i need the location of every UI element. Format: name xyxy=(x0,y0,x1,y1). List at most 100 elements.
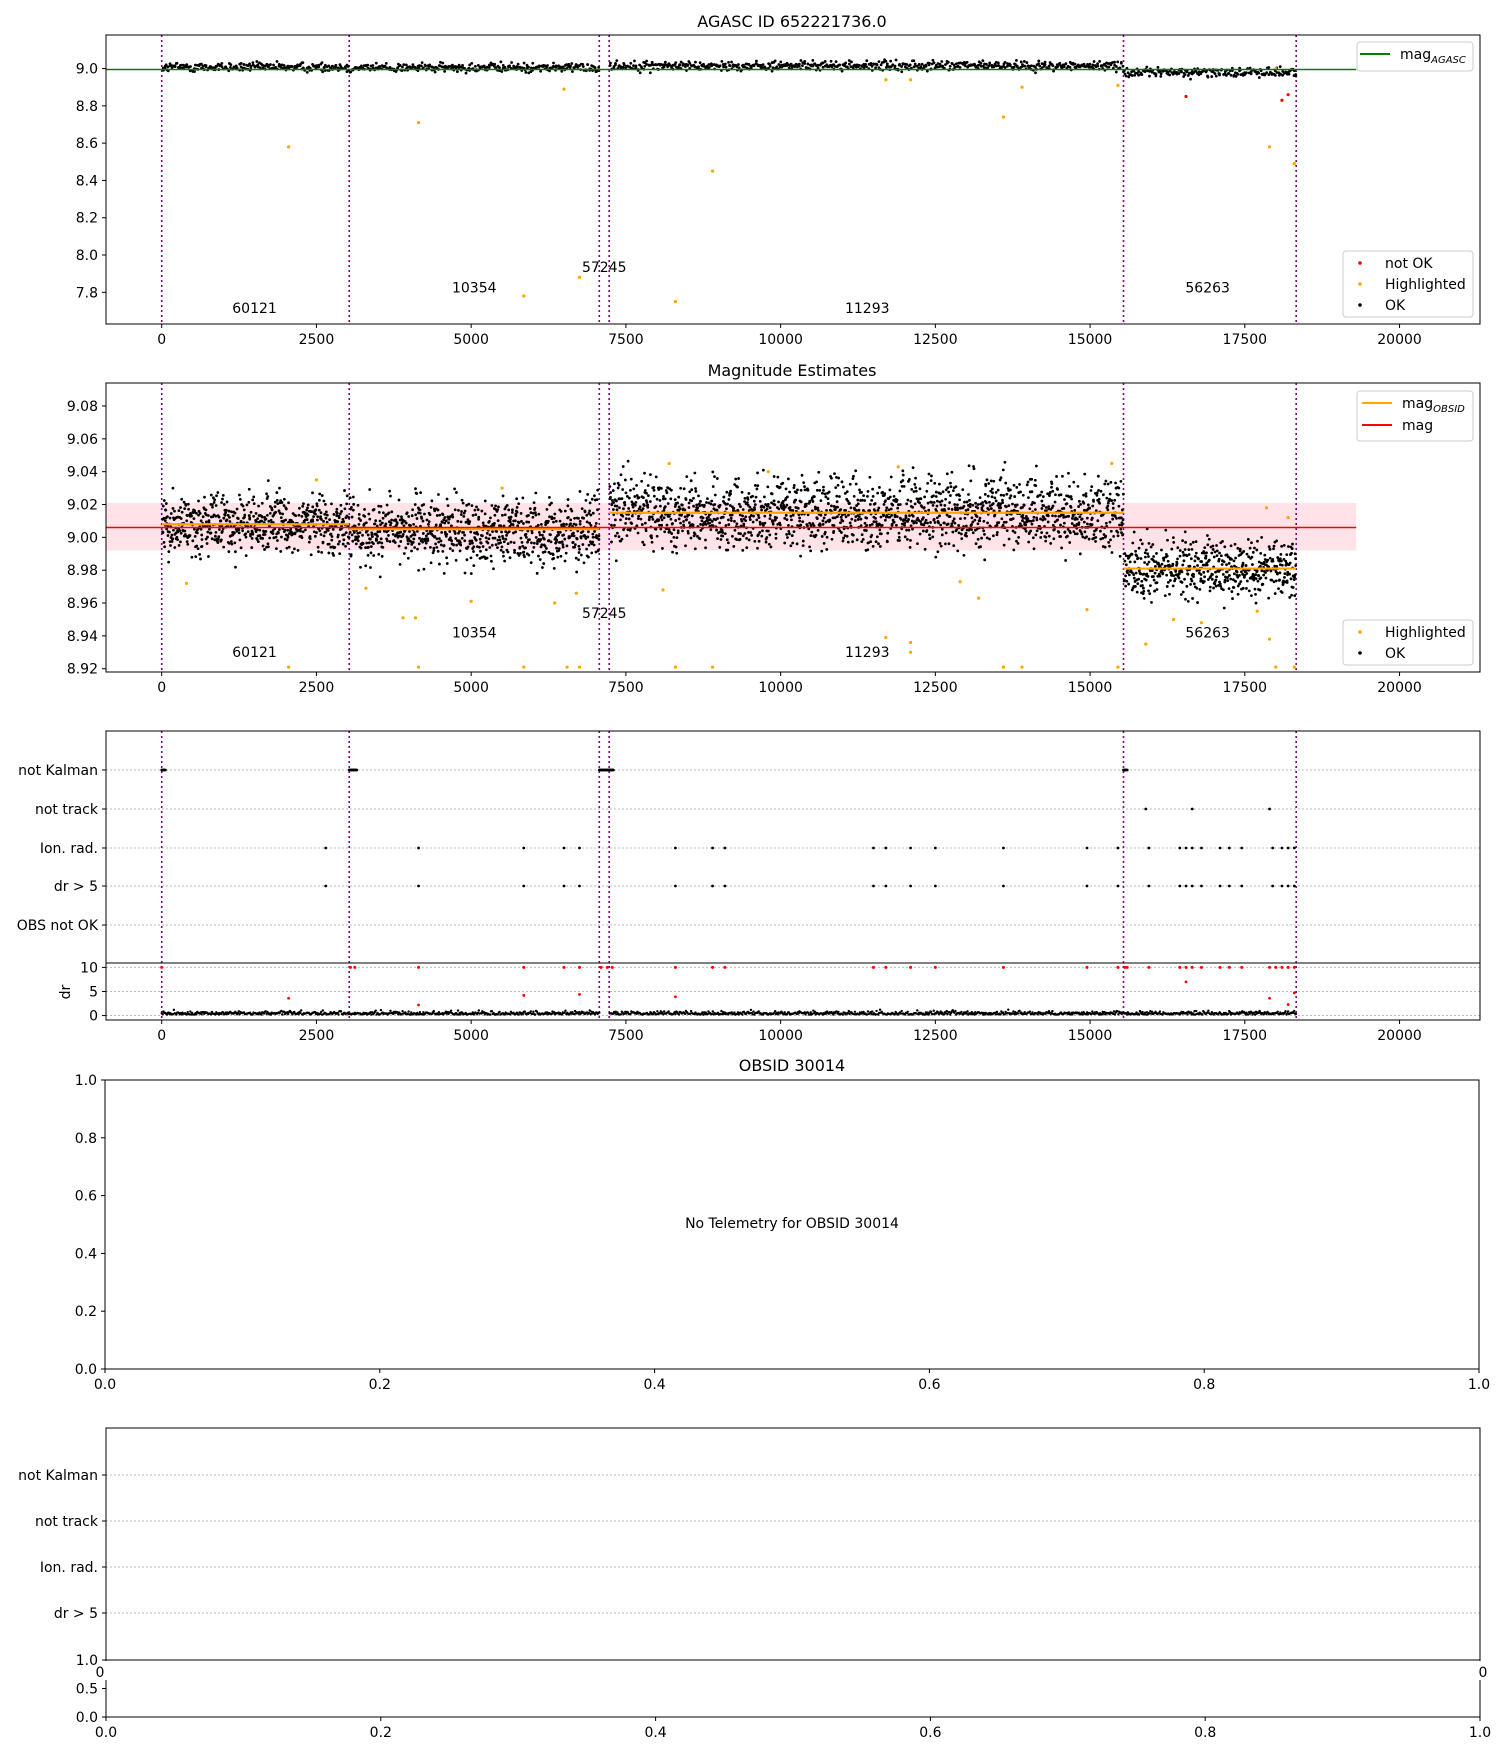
ok-point xyxy=(672,528,676,532)
ok-point xyxy=(340,510,343,513)
ok-point xyxy=(909,499,913,503)
ok-point xyxy=(463,571,467,575)
ok-point xyxy=(398,562,402,566)
ok-point xyxy=(1069,531,1072,535)
ok-point xyxy=(485,531,489,535)
ok-point xyxy=(1070,497,1073,501)
ok-point xyxy=(466,545,470,549)
ok-point xyxy=(436,549,440,553)
ok-point xyxy=(593,494,596,498)
ok-point xyxy=(990,487,994,491)
ok-point xyxy=(269,518,273,522)
ok-point xyxy=(1218,582,1222,586)
ok-point xyxy=(655,497,659,501)
ok-point xyxy=(335,514,339,518)
ok-point xyxy=(216,537,220,541)
ok-point xyxy=(506,542,510,546)
ok-point xyxy=(1230,557,1233,561)
ok-point xyxy=(247,514,251,517)
ok-point xyxy=(389,521,393,525)
ok-point xyxy=(1073,509,1077,512)
ok-point xyxy=(609,491,613,494)
ok-point xyxy=(501,537,505,540)
ok-point xyxy=(439,60,442,64)
ok-point xyxy=(1075,532,1079,536)
ok-point xyxy=(1025,483,1029,487)
ok-point xyxy=(244,532,248,536)
ok-point xyxy=(988,537,991,541)
ok-point xyxy=(799,554,803,558)
ok-point xyxy=(851,540,855,544)
ok-point xyxy=(266,495,270,498)
ok-point xyxy=(570,62,574,65)
ok-point xyxy=(276,539,279,542)
ok-point xyxy=(802,481,806,485)
ok-point xyxy=(875,535,879,539)
ok-point xyxy=(674,545,678,549)
ok-point xyxy=(322,499,326,503)
ok-point xyxy=(1114,65,1118,68)
ok-point xyxy=(1206,543,1210,547)
ok-point xyxy=(609,61,612,65)
ok-point xyxy=(907,478,911,481)
ok-point xyxy=(1005,529,1009,533)
ok-point xyxy=(447,64,451,68)
ok-point xyxy=(1186,572,1190,576)
ok-point xyxy=(753,507,757,511)
ok-point xyxy=(1254,573,1258,577)
ok-point xyxy=(506,550,510,554)
ok-point xyxy=(1125,579,1129,583)
ok-point xyxy=(1092,60,1096,63)
ok-point xyxy=(478,537,482,541)
ok-point xyxy=(645,491,648,495)
ok-point xyxy=(266,542,270,546)
ok-point xyxy=(856,502,860,506)
ok-point xyxy=(1121,64,1125,68)
highlighted-point xyxy=(884,78,888,82)
ok-point xyxy=(216,491,220,494)
ok-point xyxy=(166,534,170,537)
ok-point xyxy=(164,508,168,512)
ok-point xyxy=(1092,500,1096,503)
ok-point xyxy=(234,550,237,554)
ok-point xyxy=(260,519,264,523)
ok-point xyxy=(341,542,345,546)
ok-point xyxy=(879,515,883,519)
ok-point xyxy=(1015,58,1018,62)
ok-point xyxy=(870,533,874,537)
legend-mag-agasc: magAGASC xyxy=(1400,47,1466,66)
ok-point xyxy=(976,506,980,510)
ok-point xyxy=(1178,549,1182,552)
ok-point xyxy=(902,484,906,488)
panel-agasc-legend-top: magAGASC xyxy=(1356,41,1474,72)
ok-point xyxy=(1164,528,1168,532)
ok-point xyxy=(578,490,582,493)
ok-point xyxy=(663,505,667,508)
ok-point xyxy=(981,59,985,63)
ok-point xyxy=(227,509,231,513)
ok-point xyxy=(983,558,987,562)
ok-point xyxy=(442,544,446,547)
ok-point xyxy=(1042,504,1046,507)
ok-point xyxy=(1249,70,1253,73)
ok-point xyxy=(274,510,278,514)
ok-point xyxy=(988,500,991,504)
ok-point xyxy=(493,536,497,540)
ok-point xyxy=(960,537,964,541)
ok-point xyxy=(493,513,497,517)
ok-point xyxy=(972,467,976,471)
ok-point xyxy=(528,538,531,542)
ok-point xyxy=(284,507,288,511)
ok-point xyxy=(164,63,168,67)
ok-point xyxy=(770,69,774,73)
ok-point xyxy=(535,571,539,575)
ok-point xyxy=(863,499,867,502)
ok-point xyxy=(354,542,358,546)
ok-point xyxy=(860,490,863,494)
ok-point xyxy=(192,527,196,531)
ok-point xyxy=(995,531,999,534)
ok-point xyxy=(1185,584,1189,588)
ok-point xyxy=(1090,523,1094,526)
ok-point xyxy=(697,65,701,69)
